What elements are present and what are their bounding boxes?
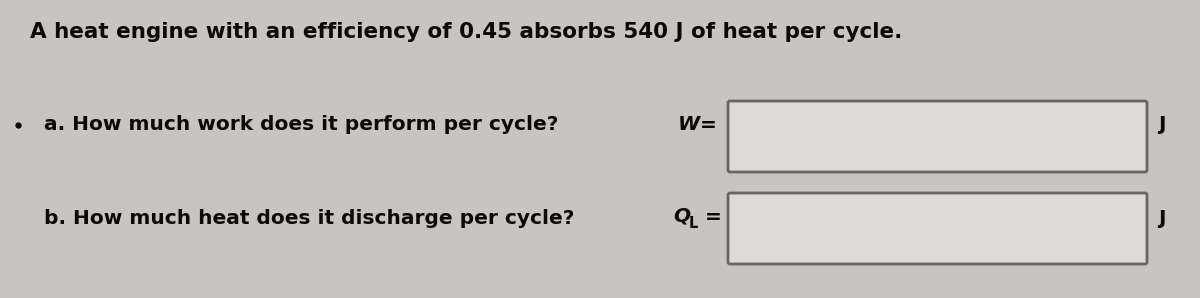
Text: =: = — [700, 116, 716, 134]
Text: J: J — [1158, 209, 1165, 227]
Text: J: J — [1158, 116, 1165, 134]
FancyBboxPatch shape — [728, 193, 1147, 264]
Text: Q: Q — [673, 207, 690, 226]
Text: L: L — [689, 215, 698, 230]
FancyBboxPatch shape — [728, 101, 1147, 172]
Text: =: = — [706, 209, 722, 227]
Text: A heat engine with an efficiency of 0.45 absorbs 540 J of heat per cycle.: A heat engine with an efficiency of 0.45… — [30, 22, 902, 42]
Text: a. How much work does it perform per cycle?: a. How much work does it perform per cyc… — [44, 116, 565, 134]
Text: W: W — [678, 116, 701, 134]
Text: b. How much heat does it discharge per cycle?: b. How much heat does it discharge per c… — [44, 209, 581, 227]
